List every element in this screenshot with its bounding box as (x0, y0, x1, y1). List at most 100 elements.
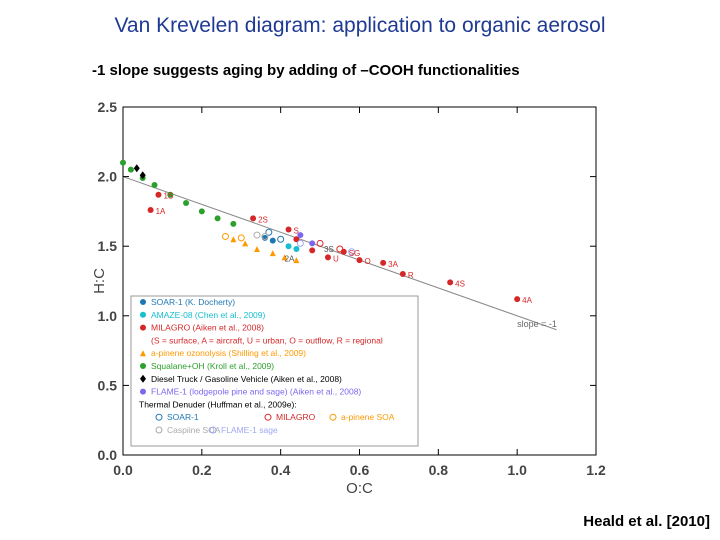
y-tick-label: 0.5 (98, 377, 118, 393)
legend-entry: a-pinene ozonolysis (Shilling et al., 20… (151, 348, 306, 358)
legend-entry: MILAGRO (Aiken et al., 2008) (151, 323, 264, 333)
data-point (285, 243, 292, 250)
data-point (261, 232, 269, 240)
legend-marker (329, 413, 337, 421)
x-tick-label: 0.4 (271, 462, 291, 478)
data-point (250, 215, 257, 222)
chart-subtitle: -1 slope suggests aging by adding of –CO… (92, 62, 520, 79)
data-point (277, 235, 285, 243)
data-point (324, 254, 331, 261)
data-point (514, 296, 521, 303)
data-point (183, 200, 190, 207)
point-label: SG (349, 249, 361, 258)
data-point (133, 164, 140, 173)
data-point (309, 247, 316, 254)
x-tick-label: 0.2 (192, 462, 212, 478)
y-axis-label: H:C (91, 268, 108, 294)
data-point (253, 231, 261, 239)
legend-marker (155, 426, 163, 434)
x-tick-label: 1.2 (586, 462, 606, 478)
legend-marker (140, 388, 146, 395)
legend-marker (140, 374, 146, 383)
data-point (293, 236, 300, 243)
legend-marker (155, 413, 163, 421)
data-point (151, 181, 158, 188)
annotation-label: 3S (324, 245, 334, 254)
data-point (380, 259, 387, 266)
data-point (237, 234, 245, 242)
legend-entry: MILAGRO (276, 412, 316, 422)
legend-entry: a-pinene SOA (341, 412, 395, 422)
reference-line-group: slope = -1 (122, 176, 557, 331)
legend-marker (140, 299, 146, 305)
legend-entry: SOAR-1 (167, 412, 199, 422)
data-point (399, 271, 406, 278)
data-point (293, 257, 300, 264)
point-label: O (365, 257, 371, 266)
data-point (336, 245, 344, 253)
data-point (242, 240, 249, 247)
point-label: 4A (522, 296, 532, 305)
slide-title: Van Krevelen diagram: application to org… (114, 14, 606, 37)
x-tick-label: 0.6 (350, 462, 370, 478)
point-label: 1S (163, 192, 173, 201)
data-point (155, 191, 162, 198)
point-label: 2S (258, 215, 268, 224)
data-point (254, 245, 261, 252)
y-tick-label: 2.5 (98, 99, 118, 115)
x-axis-label: O:C (346, 480, 373, 497)
citation: Heald et al. [2010] (583, 513, 710, 530)
data-point (269, 237, 276, 244)
x-tick-label: 1.0 (507, 462, 527, 478)
y-tick-label: 2.0 (98, 169, 118, 185)
reference-line-label: slope = -1 (517, 319, 557, 329)
legend-marker (140, 363, 146, 369)
legend-entry: AMAZE-08 (Chen et al., 2009) (151, 310, 266, 320)
data-point (285, 226, 292, 233)
data-point (221, 232, 229, 240)
data-point (316, 239, 324, 247)
point-label: 3A (388, 260, 398, 269)
y-tick-label: 1.0 (98, 308, 118, 324)
legend-marker (140, 311, 146, 318)
legend-entry: FLAME-1 sage (221, 425, 278, 435)
data-point (167, 191, 174, 198)
data-point (230, 220, 237, 227)
y-tick-label: 1.5 (98, 238, 118, 254)
data-point (139, 171, 146, 180)
legend-entry: FLAME-1 (lodgepole pine and sage) (Aiken… (151, 387, 361, 397)
data-point (293, 245, 300, 252)
data-point (348, 248, 356, 256)
x-tick-label: 0.0 (113, 462, 133, 478)
point-label: R (408, 271, 414, 280)
data-point (269, 250, 276, 257)
data-point (230, 236, 237, 243)
data-point (265, 228, 273, 236)
data-point (281, 254, 288, 261)
data-point (120, 159, 126, 166)
legend-entry: Caspiine SOA (167, 425, 221, 435)
data-point (447, 279, 454, 286)
data-point (309, 240, 316, 247)
legend-marker (140, 324, 146, 331)
legend-marker (264, 413, 272, 421)
point-label: U (333, 254, 339, 263)
annotation-label: 2A (285, 255, 295, 264)
legend-marker (140, 350, 146, 357)
reference-line (122, 176, 557, 331)
data-point (147, 207, 154, 214)
legend-entry: Diesel Truck / Gasoline Vehicle (Aiken e… (151, 374, 342, 384)
legend-box (130, 295, 419, 447)
data-point (297, 232, 304, 239)
point-labels: S U SG O 3A R 4S 4A 2S 1S 1A 2A 3S (156, 192, 533, 305)
y-tick-label: 0.0 (98, 447, 118, 463)
legend-entry: Squalane+OH (Kroll et al., 2009) (151, 361, 274, 371)
legend-heading: Thermal Denuder (Huffman et al., 2009e): (139, 399, 297, 409)
axes: 0.0 0.2 0.4 0.6 0.8 1.0 1.2 0.0 0.5 1.0 1.5 2.0 2.5 O… (91, 99, 606, 497)
legend: SOAR-1 (K. Docherty) AMAZE-08 (Chen et al… (130, 295, 419, 447)
legend-entry: SOAR-1 (K. Docherty) (151, 297, 235, 307)
point-label: 1A (156, 207, 166, 216)
legend-marker (209, 426, 217, 434)
x-tick-label: 0.8 (429, 462, 449, 478)
